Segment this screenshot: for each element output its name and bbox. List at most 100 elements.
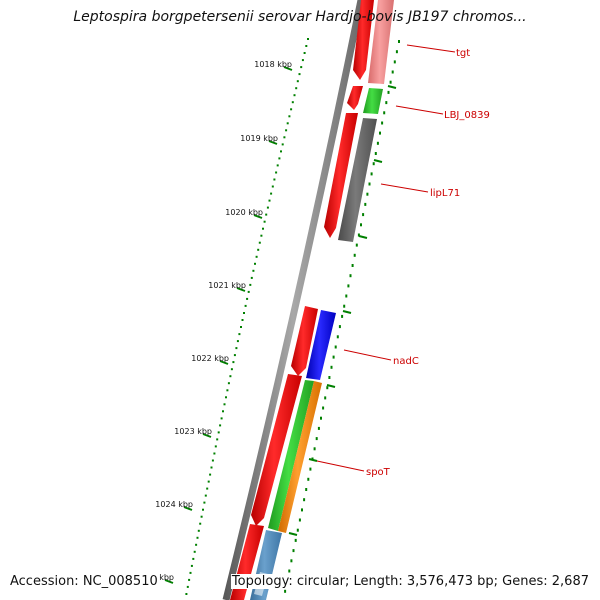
- ruler-dot: [223, 403, 226, 406]
- forward-cds-3[interactable]: [324, 113, 358, 238]
- forward-cds-2[interactable]: [347, 86, 363, 110]
- outer-track-dot: [290, 559, 293, 563]
- ruler-dot: [305, 45, 308, 47]
- ruler-dot: [271, 185, 274, 188]
- outer-track-dot: [341, 314, 344, 318]
- scale-ruler: [164, 38, 309, 595]
- feature-track: [250, 0, 394, 600]
- ruler-dot: [303, 52, 306, 54]
- outer-track-dot: [320, 416, 322, 420]
- outer-track-dot: [383, 111, 386, 115]
- gene-label-lipL71[interactable]: lipL71: [430, 188, 460, 199]
- outer-track-dot: [324, 396, 327, 400]
- outer-track-dot: [338, 325, 341, 329]
- outer-track-dot: [379, 131, 381, 135]
- ruler-dot: [200, 515, 203, 518]
- outer-track-ticks: [284, 40, 400, 593]
- ruler-dot: [227, 382, 230, 385]
- leader-tgt: [406, 44, 456, 53]
- gene-label-spoT[interactable]: spoT: [366, 467, 391, 478]
- ruler-dot: [219, 424, 222, 427]
- outer-track-dot: [360, 223, 362, 227]
- outer-track-major-tick: [373, 159, 383, 163]
- gene-lipL71[interactable]: [338, 118, 377, 242]
- gene-nadC[interactable]: [306, 310, 336, 380]
- ruler-dot: [290, 108, 293, 111]
- ruler-dot: [230, 368, 233, 371]
- ruler-dot: [213, 452, 216, 455]
- leader-lipL71: [380, 183, 429, 193]
- ruler-major-tick: [219, 360, 229, 365]
- ruler-dot: [206, 487, 209, 490]
- ruler-major-tick: [183, 506, 193, 511]
- outer-track-dot: [307, 477, 310, 481]
- ruler-dot: [192, 557, 195, 560]
- ruler-dot: [233, 354, 236, 357]
- ruler-dot: [293, 94, 296, 97]
- ruler-dot: [190, 564, 193, 567]
- outer-track-dot: [366, 192, 369, 196]
- gene-label-LBJ_0839[interactable]: LBJ_0839: [444, 110, 490, 121]
- outer-track-dot: [362, 213, 365, 217]
- ruler-dot: [225, 396, 227, 399]
- ruler-dot: [188, 578, 191, 581]
- forward-cds-1[interactable]: [353, 0, 374, 80]
- outer-track-dot: [328, 376, 331, 379]
- outer-track-dot: [343, 304, 346, 308]
- ruler-dot: [307, 38, 309, 40]
- scale-label-1019: 1019 kbp: [240, 134, 278, 143]
- outer-track-dot: [376, 141, 379, 145]
- outer-track-major-tick: [288, 532, 298, 536]
- ruler-dot: [283, 136, 286, 139]
- outer-track-major-tick: [342, 310, 352, 314]
- gene-spoT-green[interactable]: [268, 380, 314, 531]
- outer-track-dot: [351, 264, 354, 267]
- outer-track-major-tick: [308, 458, 318, 462]
- gene-LBJ_0839[interactable]: [363, 88, 383, 114]
- ruler-dot: [210, 466, 213, 469]
- ruler-dot: [296, 80, 299, 83]
- outer-track-major-tick: [326, 384, 336, 388]
- scale-label-1020: 1020 kbp: [225, 208, 263, 217]
- gene-label-tgt[interactable]: tgt: [456, 48, 470, 59]
- outer-track-dot: [334, 345, 337, 349]
- outer-track-dot: [326, 386, 329, 390]
- ruler-dot: [229, 375, 232, 378]
- ruler-dot: [255, 255, 258, 258]
- outer-track-dot: [322, 406, 325, 410]
- map-title: Leptospira borgpetersenii serovar Hardjo…: [73, 9, 527, 25]
- ruler-dot: [268, 199, 271, 202]
- scale-label-1021: 1021 kbp: [208, 281, 246, 290]
- ruler-dot: [204, 494, 207, 497]
- ruler-dot: [265, 213, 268, 216]
- gene-label-nadC[interactable]: nadC: [393, 356, 419, 367]
- outer-track-dot: [395, 50, 398, 54]
- outer-track-dot: [349, 274, 352, 278]
- outer-track-dot: [336, 335, 339, 339]
- gene-tgt[interactable]: [368, 0, 394, 84]
- outer-track-dot: [393, 60, 396, 64]
- ruler-dot: [195, 543, 198, 546]
- ruler-dot: [286, 122, 289, 125]
- ruler-major-tick: [236, 287, 246, 292]
- ruler-dot: [244, 304, 247, 307]
- ruler-dot: [254, 262, 256, 265]
- accession-text: Accession: NC_008510: [9, 574, 159, 589]
- outer-track-dot: [347, 284, 350, 288]
- ruler-dot: [247, 290, 250, 293]
- outer-track-dot: [391, 70, 394, 74]
- forward-cds-4[interactable]: [291, 306, 318, 376]
- outer-track-dot: [357, 233, 360, 237]
- ruler-dot: [270, 192, 273, 195]
- forward-cds-5[interactable]: [251, 374, 302, 526]
- ruler-dot: [216, 438, 219, 441]
- gene-spoT-orange[interactable]: [278, 381, 322, 533]
- outer-track-dot: [301, 508, 303, 512]
- leader-spoT: [316, 460, 365, 472]
- ruler-dot: [258, 241, 261, 244]
- ruler-dot: [199, 522, 202, 525]
- gene-labels: tgt LBJ_0839 lipL71 nadC spoT: [366, 48, 490, 478]
- ruler-dot: [252, 269, 255, 272]
- outer-track-dot: [374, 152, 377, 155]
- ruler-dot: [246, 297, 249, 300]
